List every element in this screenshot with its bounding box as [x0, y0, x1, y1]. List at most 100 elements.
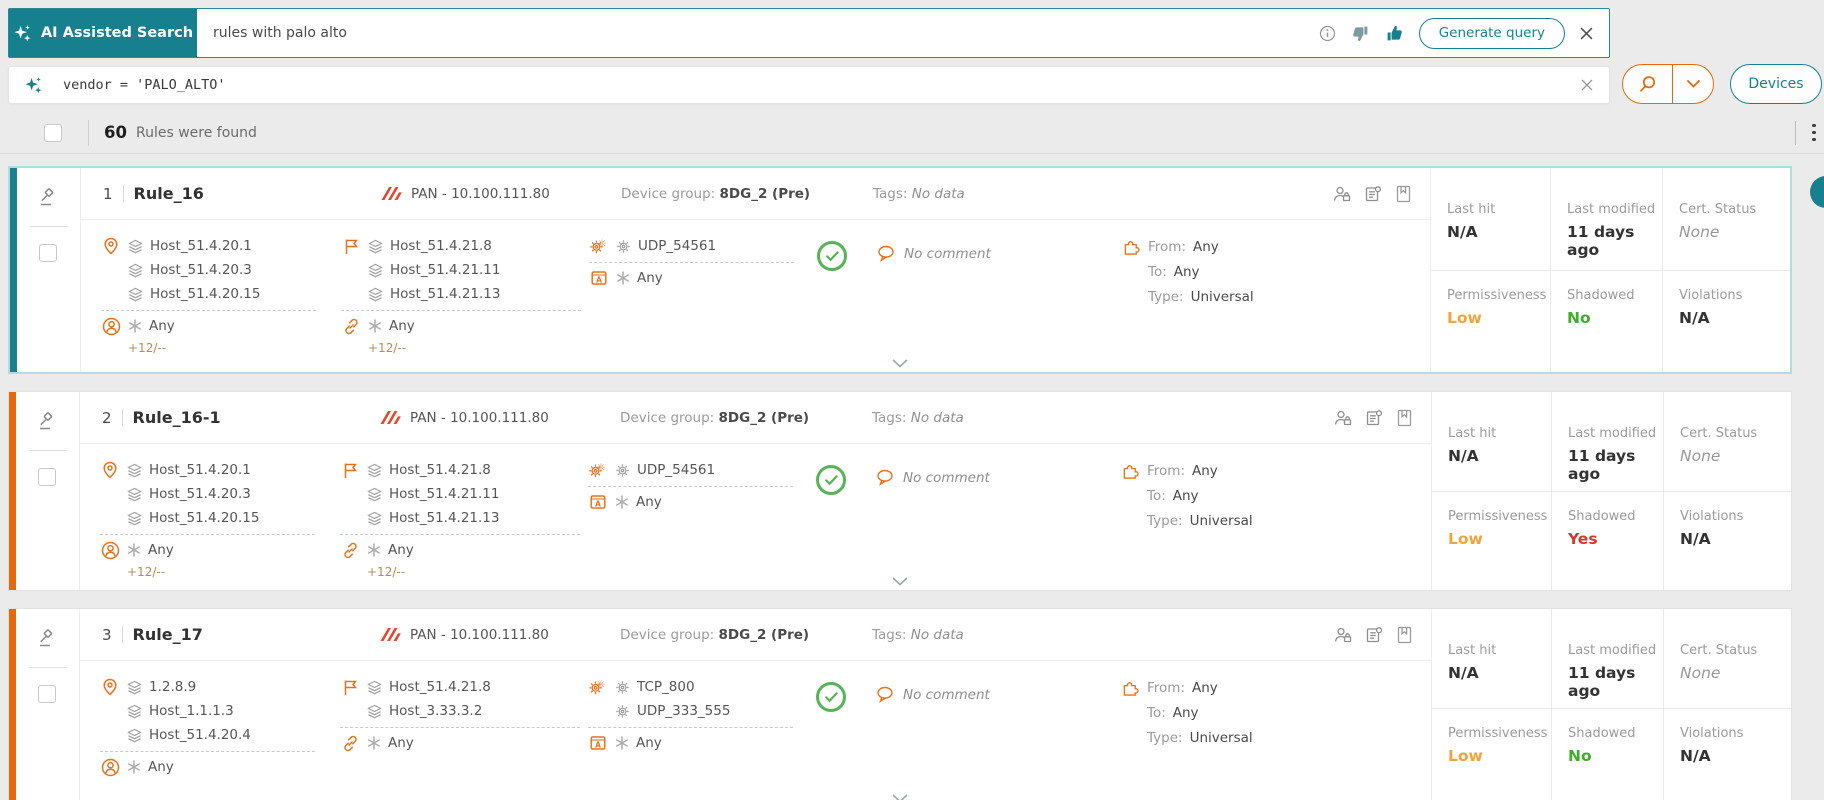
ai-search-bar: AI Assisted Search rules with palo alto … — [8, 8, 1610, 58]
gavel-icon[interactable] — [39, 188, 59, 206]
search-input[interactable]: rules with palo alto — [213, 25, 347, 41]
more-objects-link[interactable]: +12/-- — [368, 341, 407, 355]
object-row: Host_51.4.21.8 — [340, 458, 580, 482]
rule-card: 3 Rule_17 PAN - 10.100.111.80 Device gro… — [8, 608, 1792, 800]
object-row: Any — [101, 314, 316, 338]
palo-alto-logo-icon — [380, 628, 401, 641]
more-objects-link[interactable]: +12/-- — [367, 565, 406, 579]
network-object-icon — [367, 487, 382, 501]
search-magnifier-icon[interactable] — [1623, 65, 1674, 103]
destination-flag-icon — [344, 463, 357, 478]
zone-from: Any — [1193, 238, 1219, 255]
query-text[interactable]: vendor = 'PALO_ALTO' — [63, 77, 226, 93]
policy-document-icon[interactable] — [1365, 409, 1383, 427]
object-row: A Any — [588, 731, 793, 755]
service-name: UDP_54561 — [637, 462, 716, 478]
more-objects-link[interactable]: +12/-- — [127, 565, 166, 579]
device-info: PAN - 10.100.111.80 — [380, 410, 549, 426]
stat-label: Shadowed — [1568, 725, 1636, 741]
expand-rule-button[interactable] — [9, 794, 1791, 800]
bookmark-page-icon[interactable] — [1396, 626, 1413, 644]
destination-host: Host_51.4.21.11 — [390, 262, 501, 278]
lead-slot — [588, 460, 608, 480]
rules-list: 1 Rule_16 PAN - 10.100.111.80 Device gro… — [8, 166, 1792, 800]
any-asterisk-icon — [128, 760, 140, 774]
devices-button[interactable]: Devices — [1730, 64, 1822, 104]
destination-column: Host_51.4.21.8 Host_3.33.3.2 Any — [340, 675, 580, 755]
object-row: UDP_54561 — [589, 234, 794, 258]
application-icon: A — [591, 271, 607, 285]
palo-alto-logo-icon — [381, 187, 402, 200]
rule-header: 2 Rule_16-1 PAN - 10.100.111.80 Device g… — [80, 392, 1431, 444]
service-gear-icon — [616, 704, 629, 718]
close-icon[interactable] — [1580, 27, 1593, 40]
gavel-icon[interactable] — [38, 412, 58, 430]
user-permissions-icon[interactable] — [1334, 626, 1352, 644]
rule-checkbox[interactable] — [38, 468, 56, 486]
floating-action-button[interactable] — [1810, 176, 1824, 208]
rule-gutter — [16, 609, 80, 800]
rule-body: Host_51.4.20.1 Host_51.4.20.3 Host_51.4.20… — [81, 221, 1430, 372]
source-host: Host_51.4.20.4 — [149, 727, 251, 743]
gavel-icon[interactable] — [38, 629, 58, 647]
lead-slot: A — [588, 494, 608, 510]
rule-accent-bar — [10, 168, 17, 372]
expand-rule-button[interactable] — [10, 359, 1790, 368]
rule-comment[interactable]: No comment — [876, 469, 990, 486]
comment-text: No comment — [903, 469, 990, 486]
rule-checkbox[interactable] — [39, 244, 57, 262]
device-info: PAN - 10.100.111.80 — [380, 627, 549, 643]
clear-query-icon[interactable] — [1581, 79, 1593, 91]
network-object-icon — [367, 463, 382, 477]
lead-slot — [340, 542, 360, 559]
info-icon[interactable] — [1319, 25, 1336, 42]
stat-last-modified: 11 days ago — [1568, 447, 1636, 483]
select-all-checkbox[interactable] — [44, 123, 62, 142]
check-icon — [824, 474, 838, 485]
stat-shadowed: No — [1568, 746, 1592, 765]
tags: Tags: No data — [872, 409, 964, 426]
stat-label: Permissiveness — [1447, 287, 1547, 303]
lead-slot — [100, 461, 120, 479]
rule-stats-panel: Last hit N/A Last modified 11 days ago Cer… — [1431, 609, 1791, 800]
destination-column: Host_51.4.21.8 Host_51.4.21.11 Host_51.4.2… — [340, 458, 580, 579]
bookmark-page-icon[interactable] — [1395, 185, 1412, 203]
any-asterisk-icon — [368, 543, 380, 557]
rule-comment[interactable]: No comment — [876, 686, 990, 703]
network-object-icon — [128, 263, 143, 277]
dashed-divider — [341, 310, 581, 311]
zone-from: Any — [1192, 679, 1218, 696]
service-gear-icon — [616, 680, 629, 694]
thumbs-up-icon[interactable] — [1385, 24, 1404, 43]
palo-alto-logo-icon — [380, 411, 401, 424]
divider — [122, 185, 124, 202]
zone-column: From: Any To: Any Type: Universal — [1120, 675, 1253, 750]
lead-slot — [340, 735, 360, 752]
user-permissions-icon[interactable] — [1334, 409, 1352, 427]
zone-to: Any — [1172, 704, 1199, 721]
users-icon — [101, 541, 119, 559]
run-search-split-button[interactable] — [1622, 64, 1714, 104]
policy-document-icon[interactable] — [1364, 185, 1382, 203]
rule-comment[interactable]: No comment — [877, 245, 991, 262]
policy-document-icon[interactable] — [1365, 626, 1383, 644]
lead-slot — [341, 238, 361, 255]
lead-slot — [100, 758, 120, 777]
network-object-icon — [367, 704, 382, 718]
kebab-menu-icon[interactable] — [1808, 120, 1820, 146]
user-permissions-icon[interactable] — [1333, 185, 1351, 203]
generate-query-button[interactable]: Generate query — [1418, 17, 1565, 49]
rule-name: Rule_16 — [133, 184, 204, 203]
bookmark-page-icon[interactable] — [1396, 409, 1413, 427]
rule-checkbox[interactable] — [38, 685, 56, 703]
more-objects-link[interactable]: +12/-- — [128, 341, 167, 355]
search-options-chevron-icon[interactable] — [1673, 65, 1713, 103]
comment-bubble-icon — [878, 245, 894, 262]
thumbs-down-icon[interactable] — [1351, 24, 1370, 43]
chevron-down-icon — [892, 577, 908, 586]
stat-permissiveness: Low — [1448, 746, 1483, 765]
action-allow-indicator — [816, 682, 846, 712]
expand-rule-button[interactable] — [9, 577, 1791, 586]
ai-assisted-search-button[interactable]: AI Assisted Search — [9, 9, 197, 57]
service-name: UDP_54561 — [638, 238, 717, 254]
